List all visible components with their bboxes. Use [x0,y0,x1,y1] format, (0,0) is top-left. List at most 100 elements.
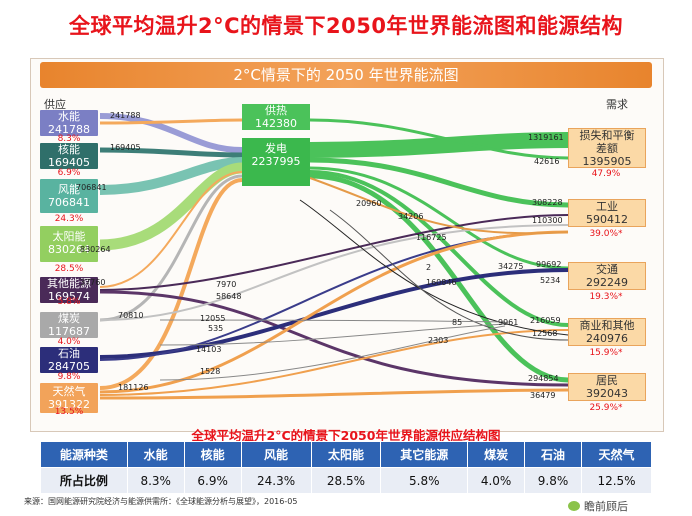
demand-commercial-in-b: 12568 [532,329,558,338]
table-type-cell: 煤炭 [467,441,526,468]
demand-transport-name: 交通 [596,263,618,276]
main-title: 全球平均温升2°C的情景下2050年世界能流图和能源结构 [69,14,623,38]
flow-gas-residential [99,388,569,400]
demand-transport-in-a: 99692 [536,260,562,269]
demand-industry-pct: 39.0%* [589,229,623,239]
flow-label-3: 12055 [200,314,226,323]
flow-thin-e [159,325,506,381]
flow-other-power [99,171,243,288]
demand-commercial: 商业和其他 240976 [568,318,646,346]
flow-thin-a [299,199,569,336]
source-note: 来源：国网能源研究院经济与能源供需所：《全球能源分析与展望》，2016-05 [24,497,298,506]
flow-thin-c [159,319,506,323]
supply-wind-name: 风能 [58,183,80,196]
table-type-cell: 石油 [524,441,582,468]
table-share-cell: 12.5% [581,467,652,494]
supply-wind: 风能 706841 [40,179,98,213]
hub-power: 发电 2237995 [242,138,310,186]
flow-hydro-power [99,113,243,153]
demand-industry-in-a: 308228 [532,198,563,207]
demand-losses-name: 损失和平衡 [579,129,635,142]
supply-other-value: 169574 [48,290,90,303]
diagram-banner: 2°C情景下的 2050 年世界能流图 [40,62,652,88]
table-type-cell: 风能 [240,441,312,468]
flow-other-residential [99,290,569,387]
supply-wind-pct: 24.3% [54,214,84,224]
demand-transport: 交通 292249 [568,262,646,290]
hub-heat: 供热 142380 [242,104,310,130]
supply-gas-pct: 13.5% [54,407,84,417]
supply-oil-name: 石油 [58,347,80,360]
supply-hydro-pct: 8.3% [57,134,81,144]
flow-label-11: 160846 [426,278,457,287]
flow-label-5: 14103 [196,345,222,354]
supply-nuclear-value: 169405 [48,156,90,169]
supply-coal-name: 煤炭 [58,312,80,325]
supply-hydro-name: 水能 [58,110,80,123]
supply-other-pct: 5.8% [57,297,81,307]
flow-label-4: 535 [208,324,224,333]
demand-transport-value: 292249 [586,276,628,289]
supply-coal: 煤炭 117687 [40,312,98,338]
demand-commercial-pct: 15.9%* [589,348,623,358]
demand-commercial-name: 商业和其他 [579,319,635,332]
demand-industry-name: 工业 [596,200,618,213]
supply-gas: 天然气 391322 [40,383,98,413]
demand-industry: 工业 590412 [568,199,646,227]
supply-oil-value: 284705 [48,360,90,373]
table-share-cell: 8.3% [126,467,185,494]
table-title: 全球平均温升2°C的情景下2050年世界能源供应结构图 [191,428,501,443]
energy-share-table: 能源种类 水能 核能 风能 太阳能 其它能源 煤炭 石油 天然气 所占比例 8.… [40,441,652,494]
supply-gas-name: 天然气 [52,385,86,398]
table-type-cell: 水能 [126,441,185,468]
flow-label-gas: 181126 [118,383,149,392]
supply-header: 供应 [44,98,66,111]
demand-losses-pct: 47.9% [591,169,621,179]
table-type-cell: 核能 [183,441,242,468]
diagram-banner-title: 2°C情景下的 2050 年世界能流图 [233,66,459,84]
table-type-cell: 天然气 [581,441,652,468]
supply-nuclear: 核能 169405 [40,143,98,169]
supply-coal-pct: 4.0% [57,337,81,347]
demand-residential-value: 392043 [586,387,628,400]
supply-gas-value: 391322 [48,398,90,411]
watermark-text: 瞻前顾后 [584,500,628,513]
flow-label-coal: 70810 [118,311,144,320]
flow-label-nuclear: 169405 [110,143,141,152]
flow-power-industry [309,157,569,208]
flow-label-15: 9961 [498,318,519,327]
table-share-cell: 9.8% [524,467,582,494]
flow-label-solar: 830264 [80,245,111,254]
demand-header: 需求 [606,98,628,111]
flow-label-1: 7970 [216,280,237,289]
supply-solar-pct: 28.5% [54,264,84,274]
flow-label-7: 20960 [356,199,382,208]
demand-industry-in-b: 110300 [532,216,563,225]
demand-residential-pct: 25.9%* [589,403,623,413]
table-type-cell: 其它能源 [380,441,469,468]
flow-label-hydro: 241788 [110,111,141,120]
demand-transport-pct: 19.3%* [589,292,623,302]
demand-residential-name: 居民 [596,374,618,387]
hub-power-value: 2237995 [251,155,301,168]
flow-label-other: 37760 [80,278,106,287]
flow-heat-losses [309,118,569,160]
table-header-label: 能源种类 [40,441,128,468]
hub-heat-name: 供热 [265,104,287,117]
supply-oil-pct: 9.8% [57,372,81,382]
demand-residential-in-a: 294854 [528,374,559,383]
supply-wind-value: 706841 [48,196,90,209]
flow-coal-power [99,174,243,322]
supply-hydro: 水能 241788 [40,110,98,136]
flow-power-transport [309,166,569,270]
demand-losses-value: 1395905 [582,155,632,168]
flow-label-6: 1528 [200,367,221,376]
supply-other-name: 其他能源 [47,277,91,290]
flow-label-2: 58648 [216,292,242,301]
flow-nuclear-power [99,147,243,158]
supply-oil: 石油 284705 [40,347,98,373]
flow-gas-commercial [99,329,569,396]
watermark: 瞻前顾后 [568,498,628,514]
supply-nuclear-pct: 6.9% [57,168,81,178]
